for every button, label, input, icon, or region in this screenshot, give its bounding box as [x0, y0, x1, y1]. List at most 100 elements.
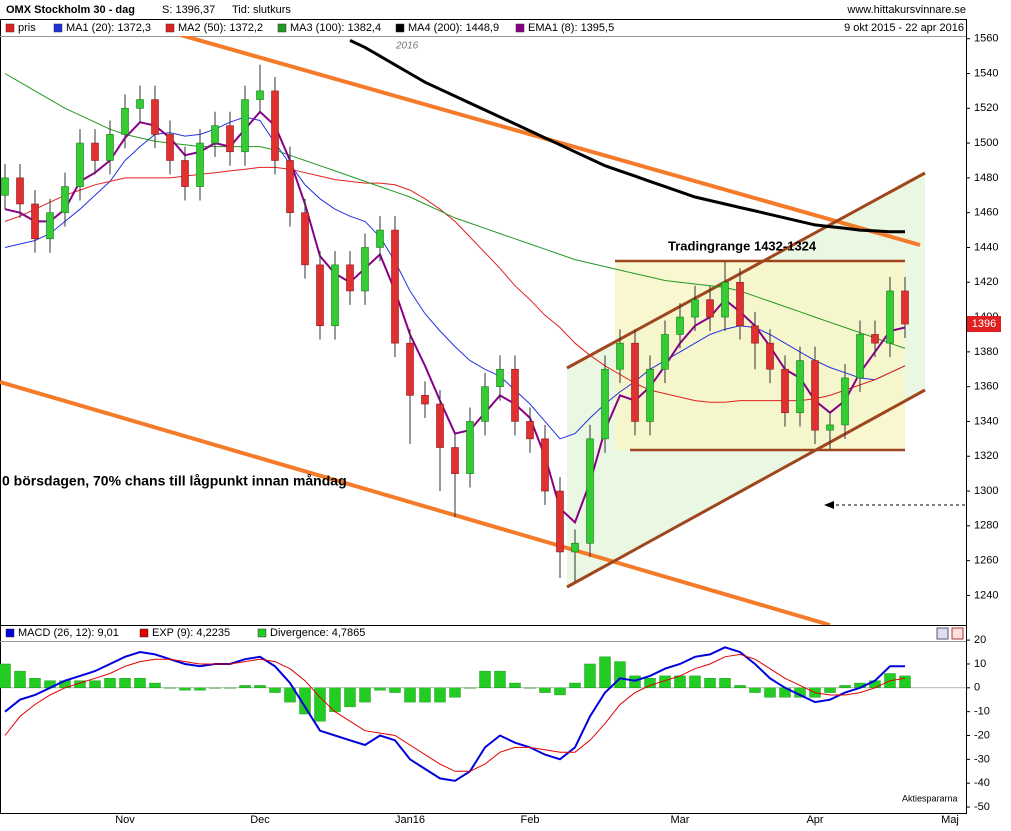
- divergence-bar: [539, 687, 551, 693]
- candle-body: [331, 264, 339, 327]
- candle-body: [826, 424, 834, 431]
- candle-body: [436, 403, 444, 448]
- candle-body: [556, 490, 564, 553]
- indicator-line: [349, 39, 905, 234]
- candle-body: [256, 90, 264, 100]
- candle-body: [136, 99, 144, 109]
- x-tick-label: Jan16: [395, 814, 425, 826]
- divergence-bar: [749, 687, 761, 693]
- divergence-bar: [689, 675, 701, 689]
- candle-body: [151, 99, 159, 135]
- indicator-line: [4, 653, 906, 772]
- y-tick-label: 10: [974, 658, 986, 670]
- candle-body: [646, 368, 654, 422]
- legend-swatch: [165, 23, 175, 33]
- y-tick-label: -50: [974, 801, 990, 813]
- overlay-layer: Tradingrange 1432-1324 0 börsdagen, 70% …: [2, 22, 1001, 826]
- candle-body: [676, 316, 684, 335]
- candle-body: [691, 299, 699, 318]
- y-tick-label: -20: [974, 729, 990, 741]
- candle-body: [241, 99, 249, 153]
- y-tick-label: 1440: [974, 241, 998, 253]
- x-tick-label: Apr: [806, 814, 823, 826]
- arrow-head: [824, 501, 834, 509]
- candle-body: [706, 299, 714, 318]
- y-tick-label: 1380: [974, 346, 998, 358]
- legend-label: pris: [18, 22, 36, 34]
- last-price-badge: [967, 316, 1001, 333]
- legend-label: MACD (26, 12): 9,01: [18, 627, 119, 639]
- y-tick-label: 1320: [974, 450, 998, 462]
- legend-label: EMA1 (8): 1395,5: [528, 22, 614, 34]
- range-label: Tradingrange 1432-1324: [668, 238, 817, 253]
- y-tick-label: 1500: [974, 137, 998, 149]
- candle-body: [181, 160, 189, 187]
- indicator-line: [4, 646, 905, 782]
- divergence-bar: [0, 663, 11, 689]
- candle-body: [541, 438, 549, 492]
- x-tick-label: Dec: [250, 814, 270, 826]
- candle-body: [736, 281, 744, 327]
- candle-body: [121, 107, 129, 135]
- divergence-bar: [374, 687, 386, 691]
- macd-layer: [0, 646, 966, 782]
- annotation-layer: [0, 36, 965, 625]
- channel-line: [566, 171, 926, 370]
- y-tick-label: 1480: [974, 172, 998, 184]
- candle-body: [226, 125, 234, 153]
- close-button[interactable]: [951, 627, 964, 640]
- candle-body: [721, 281, 729, 318]
- divergence-bar: [404, 687, 416, 703]
- indicator-line: [4, 166, 906, 403]
- divergence-bar: [599, 656, 611, 689]
- y-tick-label: 1360: [974, 381, 998, 393]
- candle-body: [166, 134, 174, 161]
- candle-body: [766, 342, 774, 370]
- y-tick-label: 1340: [974, 415, 998, 427]
- candle-body: [196, 142, 204, 187]
- divergence-bar: [254, 685, 266, 689]
- y-tick-label: 0: [974, 682, 980, 694]
- divergence-bar: [449, 687, 461, 698]
- y-tick-label: 1280: [974, 520, 998, 532]
- legend-swatch: [277, 23, 287, 33]
- legend-label: MA2 (50): 1372,2: [178, 22, 263, 34]
- candle-body: [661, 334, 669, 370]
- divergence-bar: [314, 687, 326, 722]
- divergence-bar: [104, 678, 116, 689]
- candle-body: [31, 203, 39, 240]
- divergence-bar: [839, 685, 851, 689]
- time-info: Tid: slutkurs: [232, 4, 291, 16]
- divergence-bar: [554, 687, 566, 696]
- last-price-label: 1396: [972, 318, 996, 330]
- candle-body: [796, 360, 804, 414]
- legend-swatch: [257, 628, 267, 638]
- candle-body: [316, 264, 324, 327]
- divergence-bar: [629, 675, 641, 689]
- site: www.hittakursvinnare.se: [846, 4, 966, 16]
- legend-swatch: [5, 23, 15, 33]
- divergence-bar: [29, 678, 41, 689]
- candle-body: [16, 177, 24, 205]
- zoom-button[interactable]: [936, 627, 949, 640]
- candle-body: [871, 334, 879, 344]
- y-tick-label: 1420: [974, 276, 998, 288]
- title: OMX Stockholm 30 - dag: [6, 4, 135, 16]
- divergence-bar: [764, 687, 776, 698]
- divergence-bar: [239, 685, 251, 689]
- candle-body: [361, 247, 369, 292]
- candle-body: [901, 290, 909, 325]
- x-tick-label: Nov: [115, 814, 135, 826]
- divergence-bar: [509, 682, 521, 689]
- divergence-bar: [119, 678, 131, 689]
- candle-body: [271, 90, 279, 161]
- divergence-bar: [704, 678, 716, 689]
- y-tick-label: 20: [974, 634, 986, 646]
- divergence-bar: [584, 663, 596, 689]
- candle-body: [481, 386, 489, 422]
- divergence-bar: [74, 680, 86, 689]
- legend-swatch: [5, 628, 15, 638]
- candle-body: [496, 368, 504, 387]
- divergence-bar: [284, 687, 296, 703]
